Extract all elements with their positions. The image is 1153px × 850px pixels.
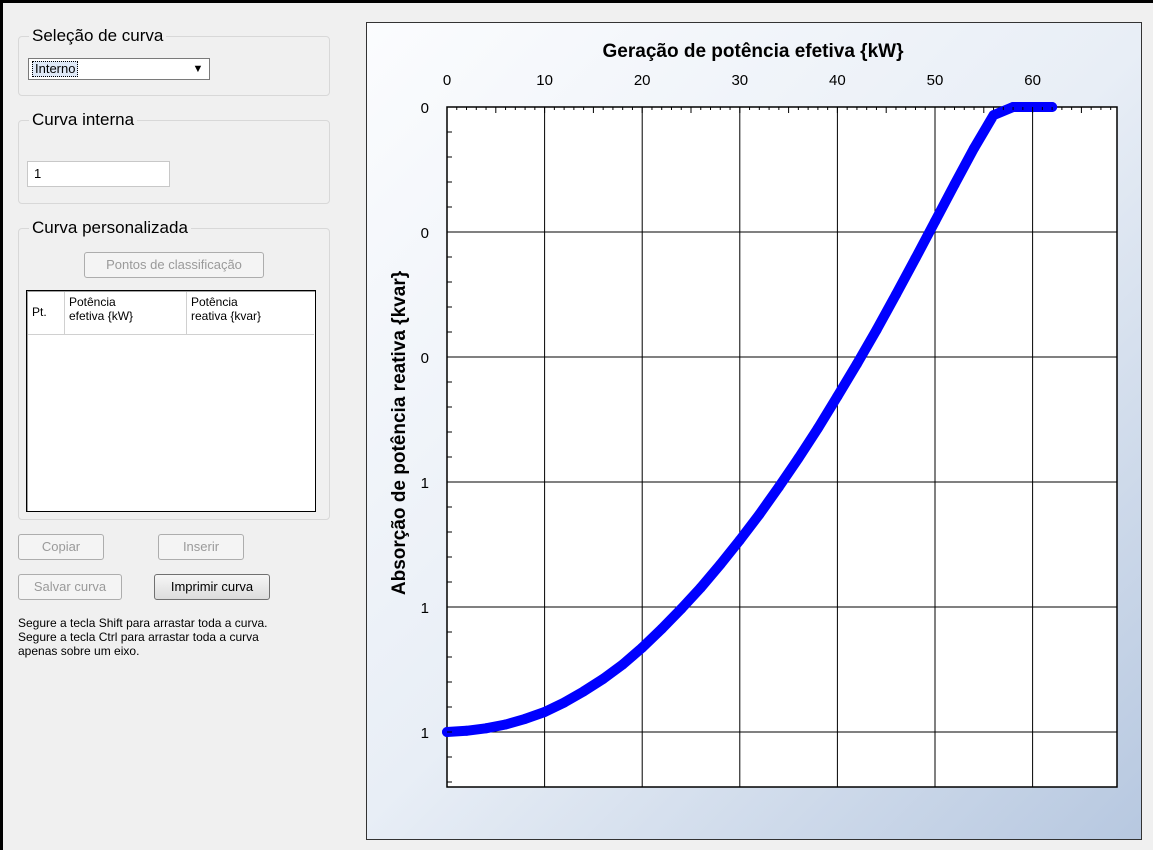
custom-curve-title: Curva personalizada [29,218,191,238]
curve-chart[interactable]: Geração de potência efetiva {kW} 0 10 20 30… [367,23,1141,839]
internal-curve-title: Curva interna [29,110,138,130]
curve-point[interactable] [812,423,823,434]
column-header-reactive-power[interactable]: Potência reativa {kvar} [187,292,315,334]
curve-point[interactable] [773,482,784,492]
chart-title: Geração de potência efetiva {kW} [603,41,905,62]
curve-selection-group: Seleção de curva [18,26,330,96]
curve-point[interactable] [969,143,980,154]
curve-point[interactable] [481,723,492,734]
curve-point[interactable] [930,216,940,227]
curve-point[interactable] [754,509,765,520]
y-tick-label: 0 [421,350,429,367]
table-header: Pt. Potência efetiva {kW} Potência reati… [28,292,314,335]
curve-point[interactable] [851,358,862,369]
y-tick-label: 1 [421,725,429,742]
y-tick-label: 0 [421,225,429,242]
curve-point[interactable] [734,535,745,546]
column-header-reactive-line1: Potência [191,295,238,309]
x-tick-label: 60 [1024,72,1041,89]
x-tick-label: 0 [443,72,451,89]
x-tick-label: 10 [536,72,553,89]
internal-curve-input[interactable]: 1 [27,161,170,187]
curve-point[interactable] [871,325,882,336]
curve-point[interactable] [656,623,667,634]
rating-points-button[interactable]: Pontos de classificação [84,252,264,278]
chart-panel: Geração de potência efetiva {kW} 0 10 20 30… [366,22,1142,840]
column-header-active-power[interactable]: Potência efetiva {kW} [65,292,187,334]
y-tick-label: 1 [421,475,429,492]
curve-point[interactable] [539,707,550,717]
column-header-pt[interactable]: Pt. [28,292,65,334]
curve-point[interactable] [910,253,921,264]
curve-point[interactable] [500,719,511,730]
curve-point[interactable] [832,391,843,402]
column-header-pt-label: Pt. [32,305,47,319]
curve-selection-dropdown[interactable]: Interno ▼ [28,58,210,80]
plot-area[interactable] [442,102,1118,788]
copy-button[interactable]: Copiar [18,534,104,560]
curve-selection-title: Seleção de curva [29,26,167,46]
curve-point[interactable] [520,713,531,724]
curve-point[interactable] [793,453,804,464]
curve-point[interactable] [598,673,609,684]
y-tick-label: 1 [421,600,429,617]
curve-point[interactable] [715,559,726,570]
column-header-active-line2: efetiva {kW} [69,309,134,323]
column-header-active-line1: Potência [69,295,116,309]
x-axis: 0 10 20 30 40 50 60 [443,72,1112,113]
save-curve-button[interactable]: Salvar curva [18,574,122,600]
drag-hint-text: Segure a tecla Shift para arrastar toda … [18,616,268,658]
curve-point[interactable] [559,697,570,708]
chevron-down-icon[interactable]: ▼ [192,63,204,75]
custom-curve-group: Curva personalizada [18,218,330,520]
x-tick-label: 40 [829,72,846,89]
curve-point[interactable] [617,659,628,670]
internal-curve-group: Curva interna [18,110,330,204]
curve-point[interactable] [695,582,706,593]
curve-point[interactable] [676,603,687,614]
column-header-reactive-line2: reativa {kvar} [191,309,262,323]
print-curve-button[interactable]: Imprimir curva [154,574,270,600]
curve-point[interactable] [461,725,472,736]
curve-point[interactable] [637,642,648,653]
insert-button[interactable]: Inserir [158,534,244,560]
plot-background [446,106,1118,788]
curve-selection-value: Interno [32,61,79,77]
y-axis-label: Absorção de potência reativa {kvar} [389,270,410,595]
x-tick-label: 50 [927,72,944,89]
y-axis: 0 0 0 1 1 1 [421,100,452,783]
curve-point[interactable] [890,289,901,300]
x-tick-label: 20 [634,72,651,89]
curve-point[interactable] [988,110,999,121]
y-tick-label: 0 [421,100,429,117]
curve-point[interactable] [949,179,960,190]
curve-point[interactable] [578,686,589,697]
curve-points-table[interactable]: Pt. Potência efetiva {kW} Potência reati… [26,290,316,512]
x-tick-label: 30 [731,72,748,89]
